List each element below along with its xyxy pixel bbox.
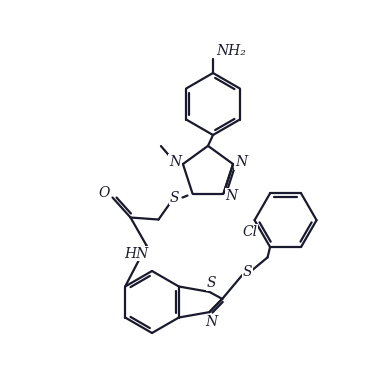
Text: S: S bbox=[243, 265, 252, 279]
Text: NH₂: NH₂ bbox=[216, 44, 246, 58]
Text: S: S bbox=[170, 191, 179, 205]
Text: N: N bbox=[205, 315, 218, 329]
Text: O: O bbox=[99, 185, 110, 200]
Text: S: S bbox=[207, 276, 216, 290]
Text: Cl: Cl bbox=[242, 225, 257, 239]
Text: N: N bbox=[235, 155, 247, 169]
Text: N: N bbox=[169, 155, 181, 169]
Text: N: N bbox=[226, 189, 238, 203]
Text: HN: HN bbox=[124, 247, 149, 261]
